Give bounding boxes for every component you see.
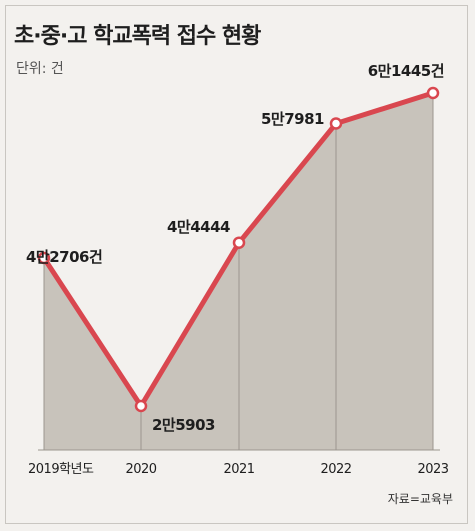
data-point bbox=[134, 399, 148, 413]
data-label: 4만2706건 bbox=[26, 248, 102, 266]
label-layer: 4만2706건 2만5903 4만4444 5만7981 6만1445건 bbox=[26, 62, 445, 434]
source-note: 자료=교육부 bbox=[387, 492, 453, 506]
point-layer bbox=[37, 86, 440, 413]
data-point bbox=[232, 236, 246, 249]
data-label: 6만1445건 bbox=[368, 62, 444, 80]
x-tick-label: 2019학년도 bbox=[28, 462, 94, 477]
data-point bbox=[37, 251, 51, 265]
x-tick-label: 2020 bbox=[125, 462, 156, 477]
data-label: 5만7981 bbox=[261, 110, 324, 128]
area-layer bbox=[38, 93, 440, 451]
data-point bbox=[329, 117, 343, 130]
chart-title: 초·중·고 학교폭력 접수 현황 bbox=[14, 24, 261, 49]
x-tick-label: 2023 bbox=[417, 462, 448, 477]
data-label: 2만5903 bbox=[152, 416, 215, 434]
tick-layer: 2019학년도 2020 2021 2022 2023 bbox=[28, 462, 449, 477]
data-label: 4만4444 bbox=[167, 218, 230, 236]
data-point bbox=[426, 86, 440, 100]
x-tick-label: 2022 bbox=[320, 462, 351, 477]
x-tick-label: 2021 bbox=[223, 462, 254, 477]
unit-label: 단위: 건 bbox=[16, 61, 64, 77]
